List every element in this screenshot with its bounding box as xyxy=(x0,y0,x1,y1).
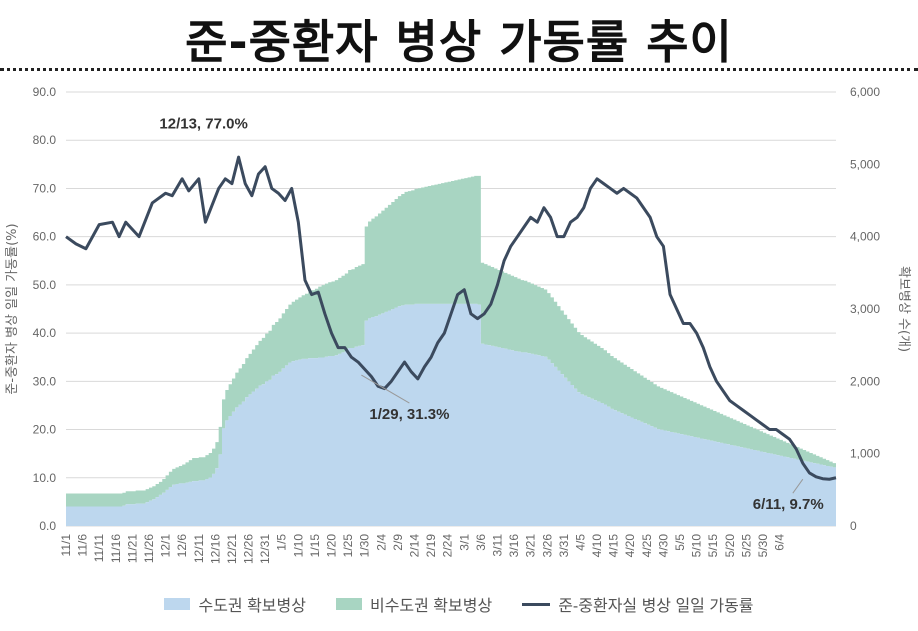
x-tick-label: 3/1 xyxy=(457,534,471,551)
x-tick-label: 12/31 xyxy=(258,534,272,564)
x-tick-label: 5/25 xyxy=(739,534,753,558)
x-tick-label: 11/6 xyxy=(76,534,90,557)
legend: 수도권 확보병상 비수도권 확보병상 준-중환자실 병상 일일 가동률 xyxy=(0,592,918,616)
x-tick-label: 4/15 xyxy=(607,534,621,558)
x-tick-label: 1/15 xyxy=(308,534,322,558)
legend-label-metro: 수도권 확보병상 xyxy=(198,598,306,615)
y-left-axis-title: 준-중환자 병상 일일 가동률(%) xyxy=(5,223,20,394)
x-tick-label: 4/5 xyxy=(573,534,587,551)
x-tick-label: 2/9 xyxy=(391,534,405,551)
x-tick-label: 2/19 xyxy=(424,534,438,558)
y-right-tick-label: 1,000 xyxy=(850,447,880,461)
x-tick-label: 1/5 xyxy=(275,534,289,551)
y-left-tick-label: 10.0 xyxy=(33,471,57,485)
y-right-tick-label: 5,000 xyxy=(850,157,880,171)
x-tick-label: 1/20 xyxy=(325,534,339,558)
y-right-tick-label: 6,000 xyxy=(850,85,880,99)
x-tick-label: 11/21 xyxy=(125,534,139,563)
x-tick-label: 3/11 xyxy=(490,534,504,557)
x-tick-label: 1/25 xyxy=(341,534,355,558)
y-left-tick-label: 30.0 xyxy=(33,374,57,388)
annotation-leader xyxy=(361,374,410,404)
legend-swatch-nonmetro xyxy=(335,598,362,610)
x-tick-label: 3/16 xyxy=(507,534,521,558)
y-right-tick-label: 0 xyxy=(850,519,857,533)
x-tick-label: 3/26 xyxy=(540,534,554,558)
annotation-label: 1/29, 31.3% xyxy=(369,406,449,423)
y-left-tick-label: 20.0 xyxy=(33,423,57,437)
x-tick-label: 5/5 xyxy=(673,534,687,551)
y-right-tick-label: 4,000 xyxy=(850,230,880,244)
x-tick-label: 2/14 xyxy=(407,534,421,558)
x-tick-label: 11/16 xyxy=(109,534,123,563)
y-left-tick-label: 70.0 xyxy=(33,181,57,195)
x-tick-label: 3/31 xyxy=(557,534,571,558)
x-tick-label: 12/21 xyxy=(225,534,239,564)
x-tick-label: 5/15 xyxy=(706,534,720,558)
x-tick-label: 5/20 xyxy=(723,534,737,558)
x-tick-label: 4/30 xyxy=(656,534,670,558)
legend-label-nonmetro: 비수도권 확보병상 xyxy=(369,598,493,615)
chart-title: 준-중환자 병상 가동률 추이 xyxy=(185,15,733,69)
x-tick-label: 1/30 xyxy=(358,534,372,558)
x-tick-label: 6/4 xyxy=(773,534,787,551)
dotted-divider xyxy=(0,68,918,71)
legend-label-rate: 준-중환자실 병상 일일 가동률 xyxy=(558,598,754,615)
y-left-tick-label: 90.0 xyxy=(33,85,57,99)
legend-swatch-metro xyxy=(164,598,191,610)
y-left-tick-label: 0.0 xyxy=(39,519,56,533)
x-tick-label: 3/21 xyxy=(524,534,538,558)
line-occupancy-rate xyxy=(65,155,837,481)
legend-item-rate: 준-중환자실 병상 일일 가동률 xyxy=(522,592,754,616)
y-left-tick-label: 60.0 xyxy=(33,230,57,244)
legend-item-metro: 수도권 확보병상 xyxy=(164,592,306,616)
y-right-axis-title: 확보병상 수(개) xyxy=(896,266,911,352)
x-tick-label: 2/24 xyxy=(441,534,455,558)
legend-swatch-rate xyxy=(522,602,551,606)
x-tick-label: 11/1 xyxy=(59,534,73,557)
x-tick-label: 11/26 xyxy=(142,534,156,563)
x-tick-label: 3/6 xyxy=(474,534,488,551)
y-right-tick-label: 2,000 xyxy=(850,374,880,388)
y-right-tick-label: 3,000 xyxy=(850,302,880,316)
x-tick-label: 12/11 xyxy=(192,534,206,563)
x-tick-label: 12/1 xyxy=(159,534,173,558)
x-tick-label: 4/25 xyxy=(640,534,654,558)
x-tick-label: 1/10 xyxy=(291,534,305,558)
x-tick-label: 4/20 xyxy=(623,534,637,558)
y-left-tick-label: 80.0 xyxy=(33,133,57,147)
area-nonmetro-beds xyxy=(66,175,836,507)
legend-item-nonmetro: 비수도권 확보병상 xyxy=(335,592,493,616)
x-tick-label: 12/26 xyxy=(242,534,256,564)
x-tick-label: 4/10 xyxy=(590,534,604,558)
x-tick-label: 2/4 xyxy=(374,534,388,551)
x-tick-label: 12/6 xyxy=(175,534,189,558)
x-tick-label: 5/30 xyxy=(756,534,770,558)
y-left-tick-label: 40.0 xyxy=(33,326,57,340)
annotation-label: 6/11, 9.7% xyxy=(753,496,824,513)
x-tick-label: 12/16 xyxy=(208,534,222,564)
x-tick-label: 11/11 xyxy=(92,534,106,563)
annotation-label: 12/13, 77.0% xyxy=(159,116,247,133)
annotation-leader xyxy=(792,478,804,494)
y-left-tick-label: 50.0 xyxy=(33,278,57,292)
x-tick-label: 5/10 xyxy=(690,534,704,558)
area-metro-beds xyxy=(66,303,836,526)
